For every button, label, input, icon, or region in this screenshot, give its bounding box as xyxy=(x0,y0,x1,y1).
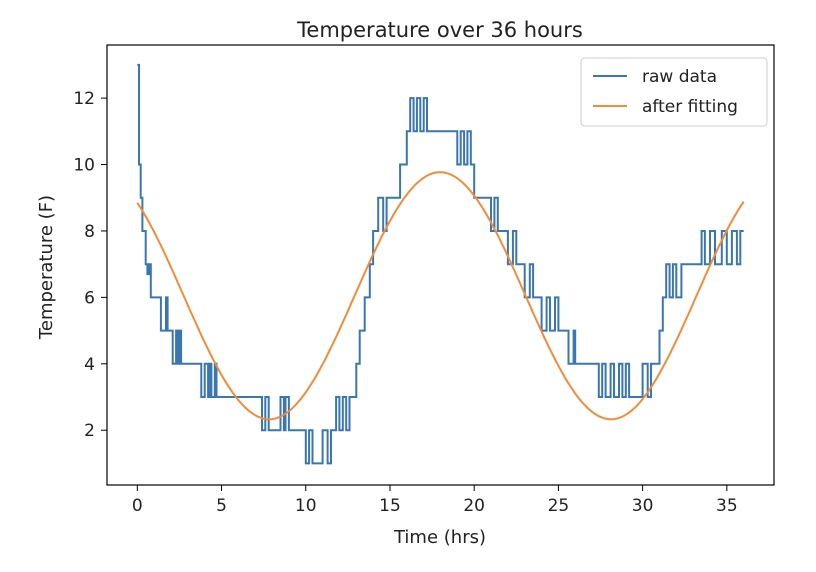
x-tick-label: 10 xyxy=(295,496,317,516)
y-tick-label: 4 xyxy=(84,355,95,375)
legend-box xyxy=(580,57,768,127)
raw-data-series xyxy=(137,63,744,465)
fitted-series xyxy=(136,171,745,421)
y-tick-label: 6 xyxy=(84,288,95,308)
x-axis: 0 5 10 15 20 25 30 35 xyxy=(132,485,738,516)
y-tick-label: 8 xyxy=(84,222,95,242)
y-tick-label: 12 xyxy=(73,89,95,109)
y-axis: 2 4 6 8 10 12 xyxy=(73,89,107,441)
legend: raw data after fitting xyxy=(580,57,768,127)
y-tick-label: 2 xyxy=(84,421,95,441)
x-axis-label: Time (hrs) xyxy=(393,527,486,548)
x-tick-label: 0 xyxy=(132,496,143,516)
x-tick-label: 20 xyxy=(463,496,485,516)
fitted-series-group xyxy=(136,171,745,421)
x-tick-label: 5 xyxy=(216,496,227,516)
y-axis-label: Temperature (F) xyxy=(36,195,57,340)
x-tick-label: 35 xyxy=(716,496,738,516)
plot-area xyxy=(106,44,775,486)
x-tick-label: 25 xyxy=(548,496,570,516)
plot-frame xyxy=(106,44,775,486)
legend-label-raw-data: raw data xyxy=(642,67,717,87)
legend-label-after-fitting: after fitting xyxy=(642,97,738,117)
x-tick-label: 15 xyxy=(379,496,401,516)
x-tick-label: 30 xyxy=(632,496,654,516)
raw-data-series-group xyxy=(137,63,744,465)
y-tick-label: 10 xyxy=(73,156,95,176)
chart-title: Temperature over 36 hours xyxy=(296,18,583,42)
